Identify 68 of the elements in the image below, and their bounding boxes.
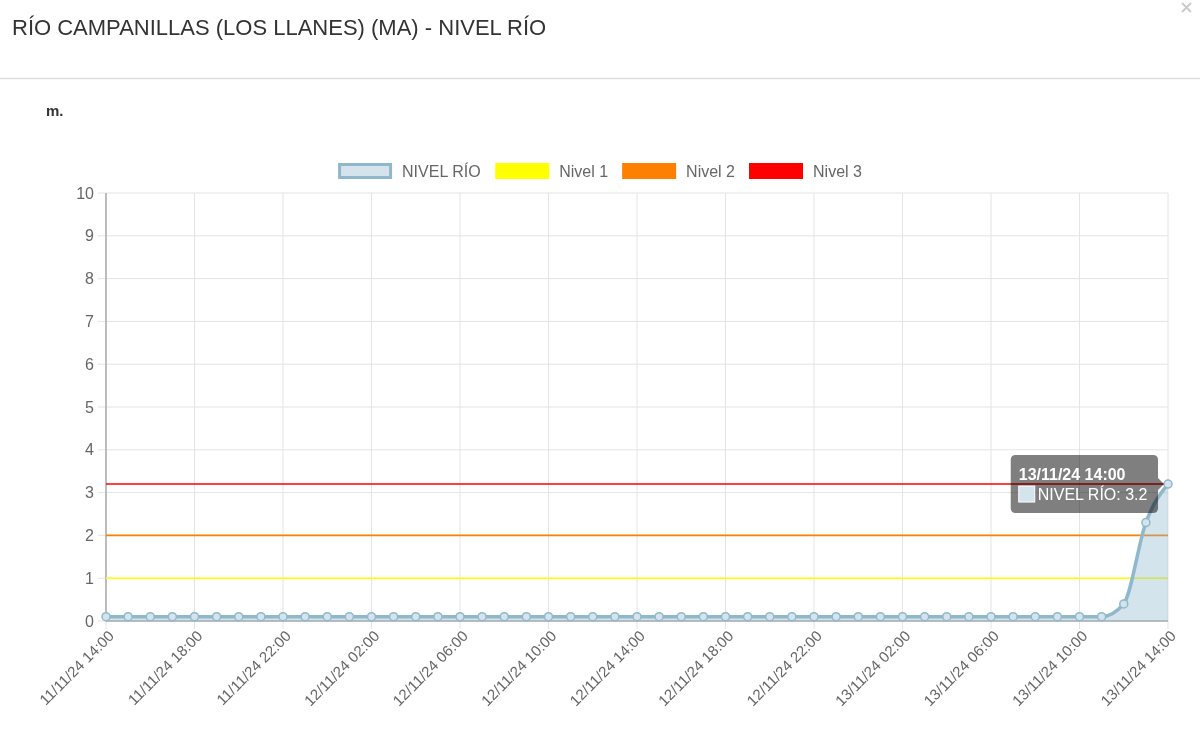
legend-label: Nivel 1 xyxy=(559,162,609,180)
point xyxy=(1030,611,1040,622)
chart-title: RÍO CAMPANILLAS (LOS LLANES) (MA) - NIVEL RÍO xyxy=(12,15,547,40)
point xyxy=(742,611,753,622)
point xyxy=(1008,611,1018,622)
y-tick-label: 8 xyxy=(85,270,95,288)
point xyxy=(676,611,686,622)
point xyxy=(167,611,178,622)
point xyxy=(189,611,200,622)
point xyxy=(897,611,908,622)
point xyxy=(388,611,399,622)
point xyxy=(145,611,155,622)
legend-label: Nivel 3 xyxy=(813,162,863,180)
point xyxy=(831,611,841,622)
point xyxy=(1096,611,1107,622)
y-axis-title: m. xyxy=(46,102,64,119)
point xyxy=(986,611,996,622)
point xyxy=(101,611,111,622)
y-tick-label: 5 xyxy=(85,398,95,416)
y-tick-label: 0 xyxy=(85,612,95,630)
point xyxy=(698,611,709,622)
point xyxy=(1052,611,1063,622)
point xyxy=(875,611,886,622)
point xyxy=(477,611,487,622)
y-tick-label: 6 xyxy=(85,355,95,373)
point xyxy=(211,611,222,622)
point xyxy=(543,611,554,622)
point xyxy=(610,611,620,622)
point xyxy=(344,611,355,622)
point xyxy=(853,611,863,622)
point xyxy=(455,611,465,622)
point xyxy=(300,611,310,622)
point xyxy=(123,611,133,622)
point xyxy=(964,611,974,622)
point xyxy=(521,611,532,622)
point xyxy=(256,611,266,622)
point xyxy=(787,611,797,622)
point xyxy=(1119,599,1129,609)
y-tick-label: 4 xyxy=(85,441,95,459)
point xyxy=(765,611,775,622)
point xyxy=(720,611,731,622)
point xyxy=(809,611,819,622)
point xyxy=(942,611,952,622)
point xyxy=(411,611,421,622)
point xyxy=(919,611,930,622)
point xyxy=(433,611,443,622)
y-tick-label: 2 xyxy=(85,526,95,544)
point xyxy=(1074,611,1085,622)
point xyxy=(366,611,377,622)
point xyxy=(654,611,664,622)
annotation: 13/11/24 14:00 xyxy=(1018,465,1126,483)
point xyxy=(1141,517,1151,528)
point xyxy=(1163,479,1173,489)
point xyxy=(565,611,576,622)
point xyxy=(632,611,642,622)
y-tick-label: 9 xyxy=(85,227,95,245)
y-tick-label: 1 xyxy=(85,569,95,587)
point xyxy=(588,611,598,622)
legend-label: Nivel 2 xyxy=(686,162,736,180)
point xyxy=(322,611,332,622)
legend-label: NIVEL RÍO xyxy=(402,161,481,180)
y-tick-label: 7 xyxy=(85,312,95,330)
annotation: NIVEL RÍO: 3.2 xyxy=(1037,484,1148,503)
point xyxy=(234,611,244,622)
point xyxy=(278,611,288,622)
point xyxy=(499,611,509,622)
y-tick-label: 10 xyxy=(76,184,95,202)
y-tick-label: 3 xyxy=(85,484,95,502)
